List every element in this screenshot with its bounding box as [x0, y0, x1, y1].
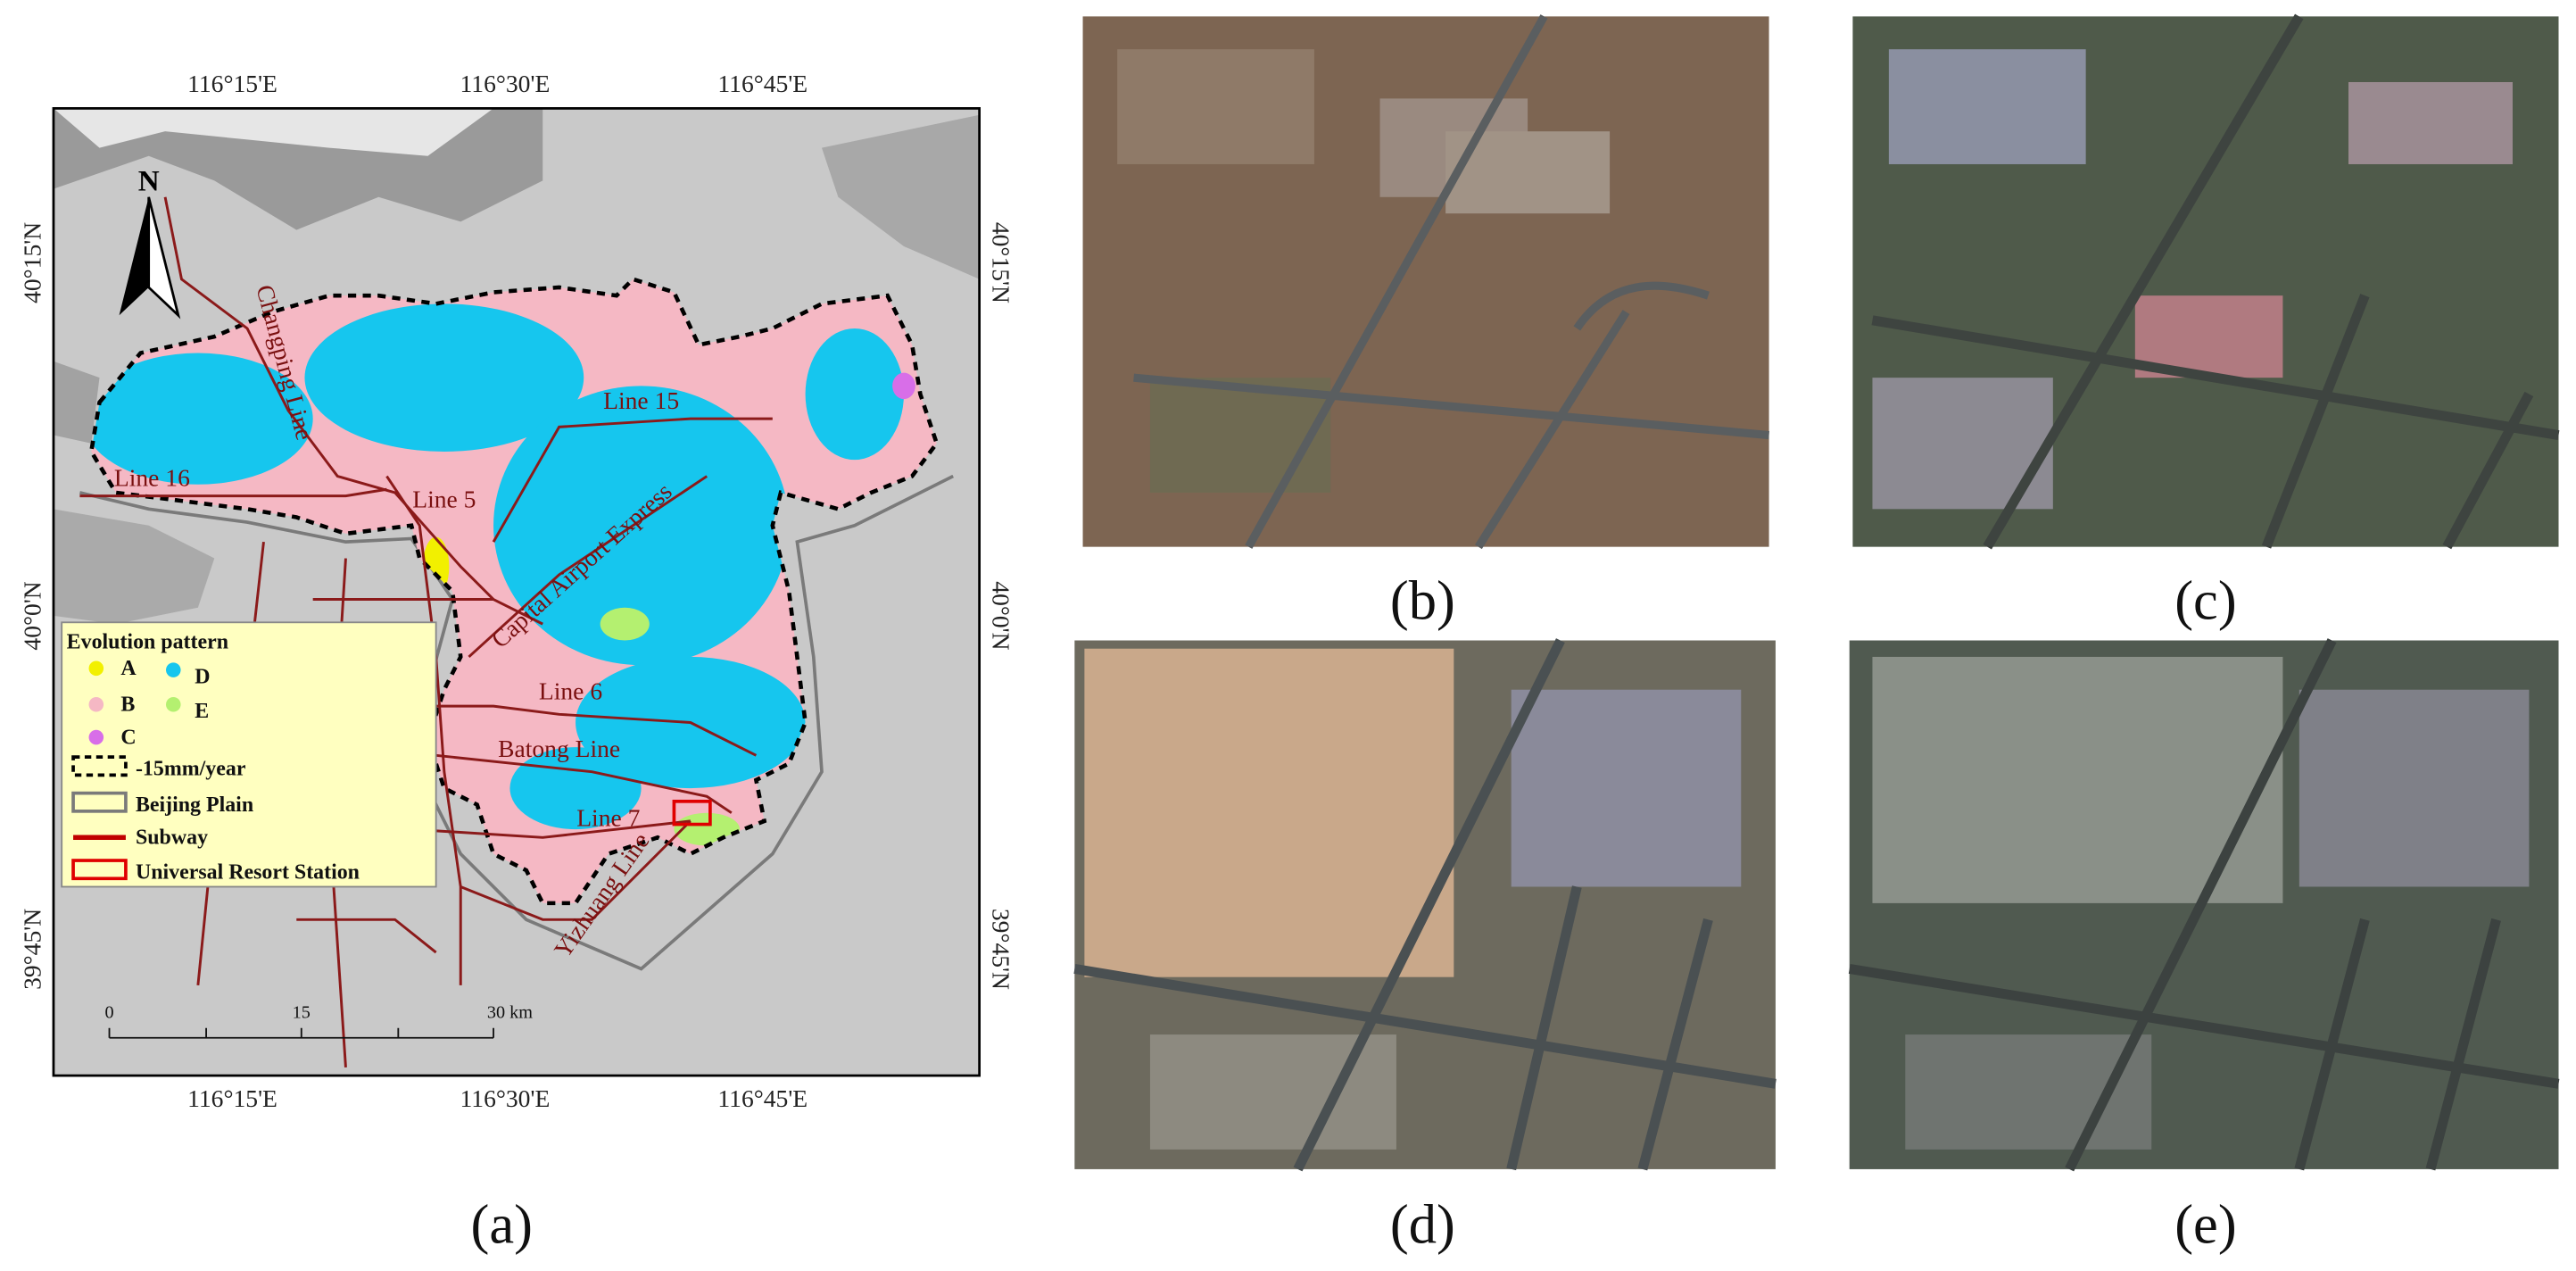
longitude-label: 116°30'E: [460, 1084, 551, 1112]
latitude-label: 40°15'N: [987, 222, 1015, 303]
subway-label: Batong Line: [498, 735, 620, 762]
legend-box: [61, 621, 437, 888]
legend-swatch: [71, 791, 128, 813]
latitude-label: 40°15'N: [18, 222, 46, 303]
panel-label: (d): [1390, 1193, 1455, 1256]
satellite-image-c: [1852, 13, 2560, 550]
scale-label: 0: [104, 1003, 113, 1023]
legend-dot: [88, 729, 104, 745]
legend-title: Evolution pattern: [67, 631, 228, 654]
legend-label: A: [120, 657, 137, 680]
panel-label: (c): [2174, 569, 2236, 632]
legend-swatch: [71, 755, 128, 777]
universal-resort-station: [672, 799, 712, 827]
subway-line: [460, 819, 692, 921]
subway-label: Line 7: [576, 803, 640, 831]
latitude-label: 39°45'N: [18, 909, 46, 990]
legend-label: B: [120, 694, 135, 717]
legend-label: Beijing Plain: [136, 793, 253, 817]
pattern-d-area: [91, 353, 313, 485]
subway-label: Line 16: [114, 464, 190, 492]
panel-label: (e): [2174, 1193, 2236, 1256]
legend: Evolution pattern A B C D E -15mm/year B…: [61, 621, 437, 888]
legend-dot: [166, 696, 181, 712]
map-frame: [52, 107, 981, 1077]
subway-label: Line 6: [539, 677, 602, 705]
subway-line: [410, 819, 691, 839]
subway-line: [435, 753, 733, 814]
panel-label: (a): [471, 1193, 533, 1256]
latitude-label: 39°45'N: [987, 909, 1015, 990]
satellite-image-d: [1073, 638, 1777, 1172]
scale-label: 30 km: [487, 1003, 533, 1023]
legend-dot: [166, 662, 181, 677]
legend-label: E: [195, 700, 209, 723]
latitude-label: 40°0'N: [18, 581, 46, 650]
legend-label: -15mm/year: [136, 757, 246, 780]
north-arrow: [119, 196, 181, 320]
pattern-d-area: [304, 303, 584, 452]
pattern-d-area: [493, 386, 790, 666]
satellite-image-b: [1082, 14, 1769, 550]
subway-line: [492, 417, 773, 543]
longitude-label: 116°15'E: [187, 1084, 277, 1112]
scale-label: 15: [293, 1003, 311, 1023]
latitude-label: 40°0'N: [987, 581, 1015, 650]
longitude-label: 116°45'E: [717, 1084, 808, 1112]
longitude-label: 116°45'E: [717, 70, 808, 97]
scale-bar: [108, 1027, 494, 1039]
north-label: N: [138, 164, 160, 197]
subway-label: Line 15: [603, 386, 679, 414]
hills: [53, 361, 100, 444]
map: N 0 15 30 km Changping Line Line 15 Line…: [53, 108, 980, 1076]
subway-label: Line 5: [412, 485, 476, 512]
satellite-image-e: [1848, 638, 2560, 1172]
legend-swatch: [71, 859, 128, 881]
pattern-e-area: [600, 607, 650, 641]
pattern-d-area: [805, 328, 904, 461]
subway-line: [385, 475, 462, 985]
legend-label: D: [195, 665, 210, 688]
legend-dot: [88, 660, 104, 677]
hills: [53, 509, 215, 625]
subway-line: [79, 487, 387, 498]
pattern-c-area: [892, 372, 915, 400]
beijing-plain-boundary: [79, 474, 955, 971]
panel-label: (b): [1390, 569, 1455, 632]
subway-line: [163, 196, 543, 626]
hills: [821, 114, 980, 279]
longitude-label: 116°30'E: [460, 70, 551, 97]
hills: [53, 108, 494, 156]
legend-label: Universal Resort Station: [136, 860, 360, 884]
legend-dot: [88, 696, 104, 712]
legend-label: C: [120, 726, 136, 749]
legend-label: Subway: [136, 827, 208, 850]
longitude-label: 116°15'E: [187, 70, 277, 97]
subway-line: [468, 475, 708, 659]
